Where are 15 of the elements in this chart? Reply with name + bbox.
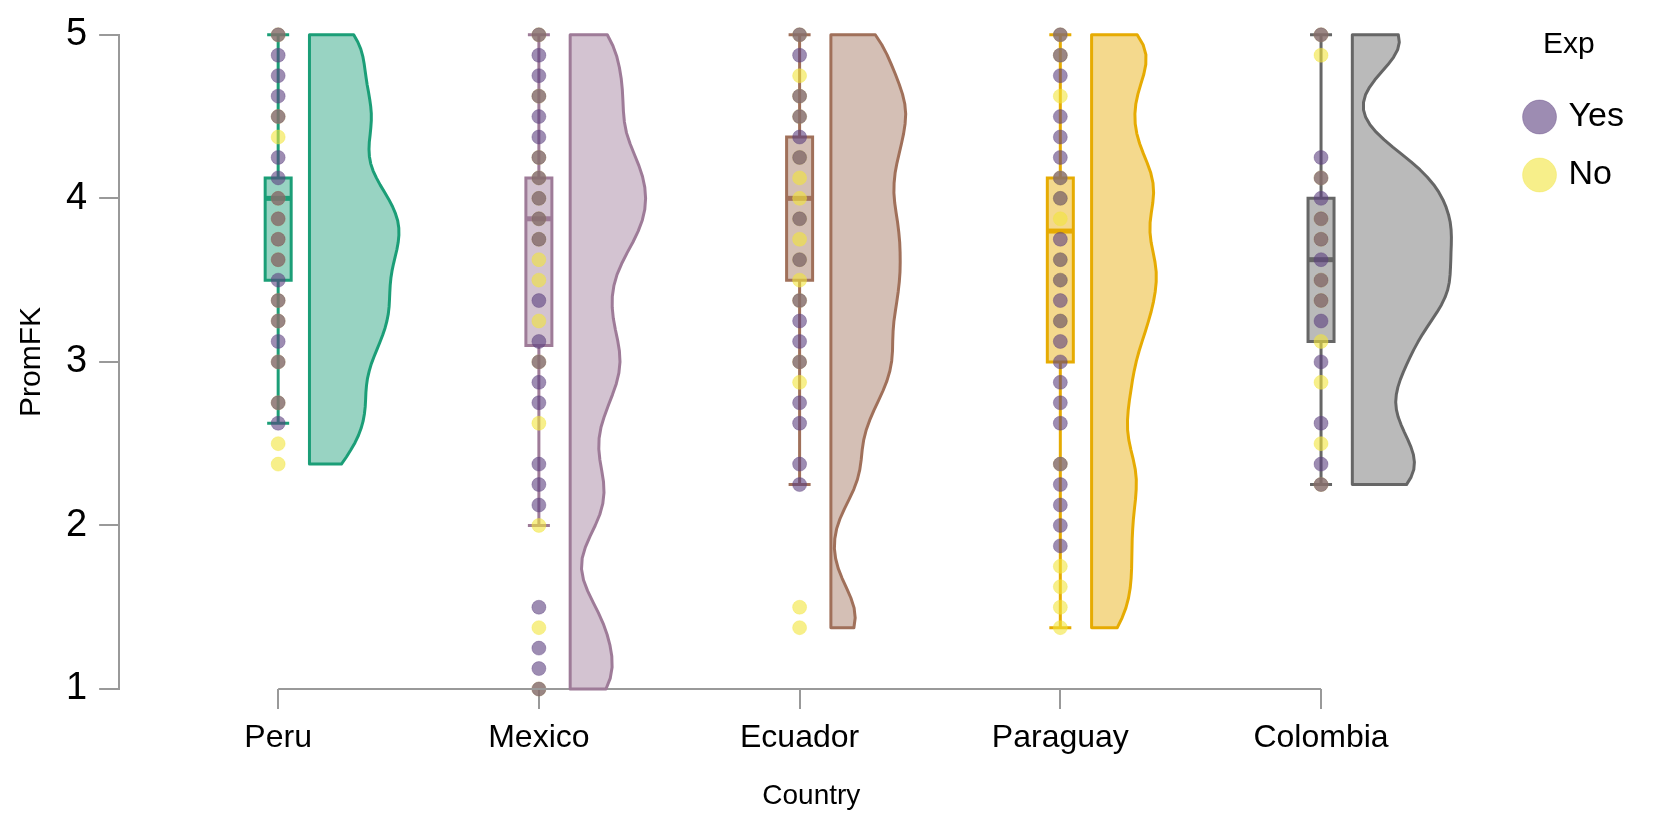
x-tick-label: Mexico <box>488 718 590 755</box>
x-axis-title: Country <box>762 778 861 810</box>
x-tick-label: Ecuador <box>740 718 860 755</box>
legend-label: Yes <box>1568 95 1624 134</box>
x-tick-label: Peru <box>244 718 312 755</box>
x-tick-label: Colombia <box>1253 718 1389 755</box>
y-tick-label: 1 <box>65 665 88 708</box>
y-tick-label: 4 <box>65 174 88 217</box>
legend-label: No <box>1568 153 1612 192</box>
y-tick-label: 3 <box>65 338 88 381</box>
x-tick-label: Paraguay <box>991 718 1129 755</box>
y-axis-title: PromFK <box>13 306 47 417</box>
y-tick-label: 5 <box>65 11 88 54</box>
legend-title: Exp <box>1542 26 1595 60</box>
y-tick-label: 2 <box>65 501 88 544</box>
